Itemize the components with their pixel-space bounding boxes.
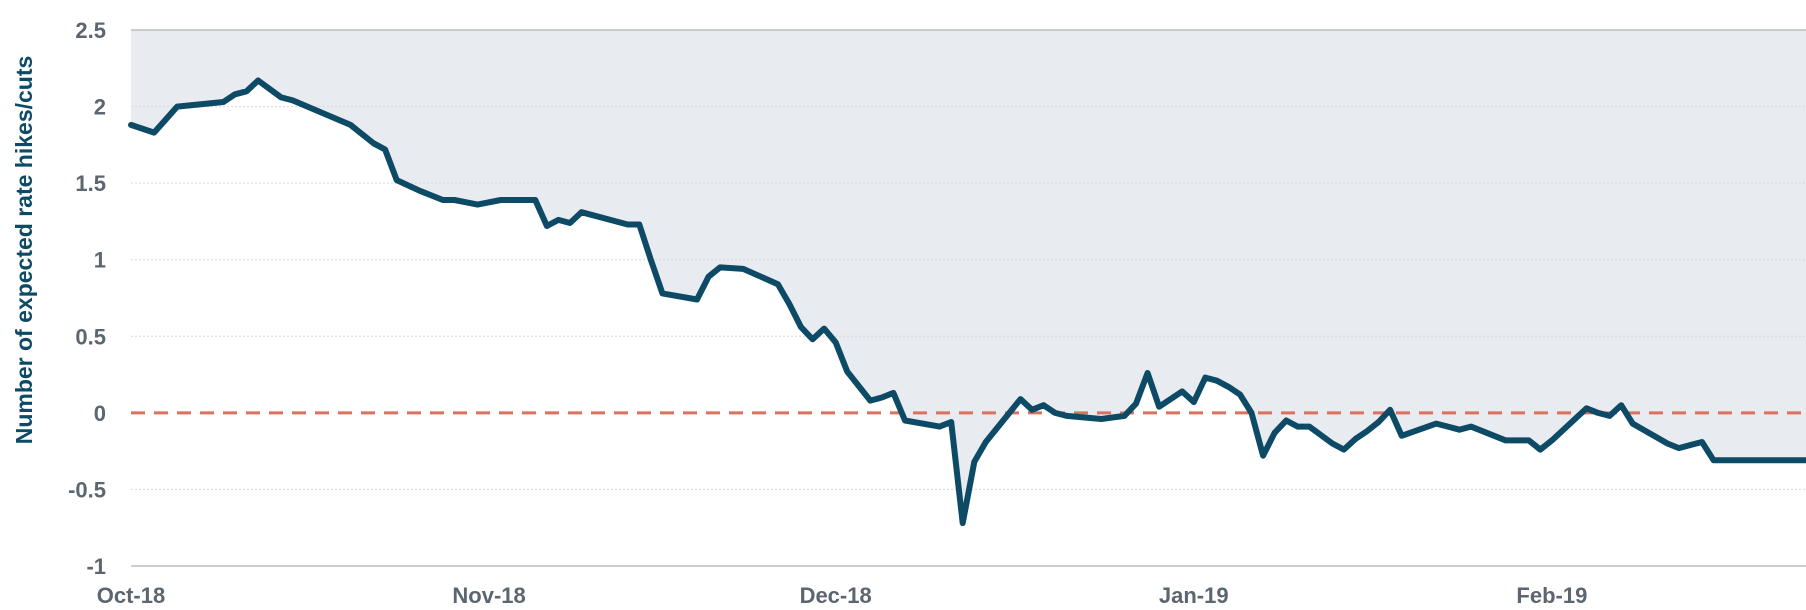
y-tick-label: 2.5	[75, 18, 106, 43]
y-tick-label: -1	[86, 554, 106, 579]
x-tick-label: Jan-19	[1159, 583, 1229, 608]
y-tick-label: 0	[94, 401, 106, 426]
y-tick-labels: 2.5 2 1.5 1 0.5 0 -0.5 -1	[68, 18, 106, 579]
x-tick-label: Oct-18	[97, 583, 165, 608]
y-tick-label: -0.5	[68, 477, 106, 502]
y-tick-label: 1.5	[75, 171, 106, 196]
y-tick-label: 0.5	[75, 324, 106, 349]
x-tick-label: Dec-18	[800, 583, 872, 608]
y-axis-title: Number of expected rate hikes/cuts	[11, 56, 37, 445]
series-line	[128, 77, 1806, 527]
y-tick-label: 1	[94, 248, 106, 273]
area-fill	[131, 30, 1806, 524]
x-tick-label: Feb-19	[1516, 583, 1587, 608]
x-tick-labels: Oct-18 Nov-18 Dec-18 Jan-19 Feb-19	[97, 583, 1588, 608]
x-tick-label: Nov-18	[452, 583, 525, 608]
y-tick-label: 2	[94, 95, 106, 120]
